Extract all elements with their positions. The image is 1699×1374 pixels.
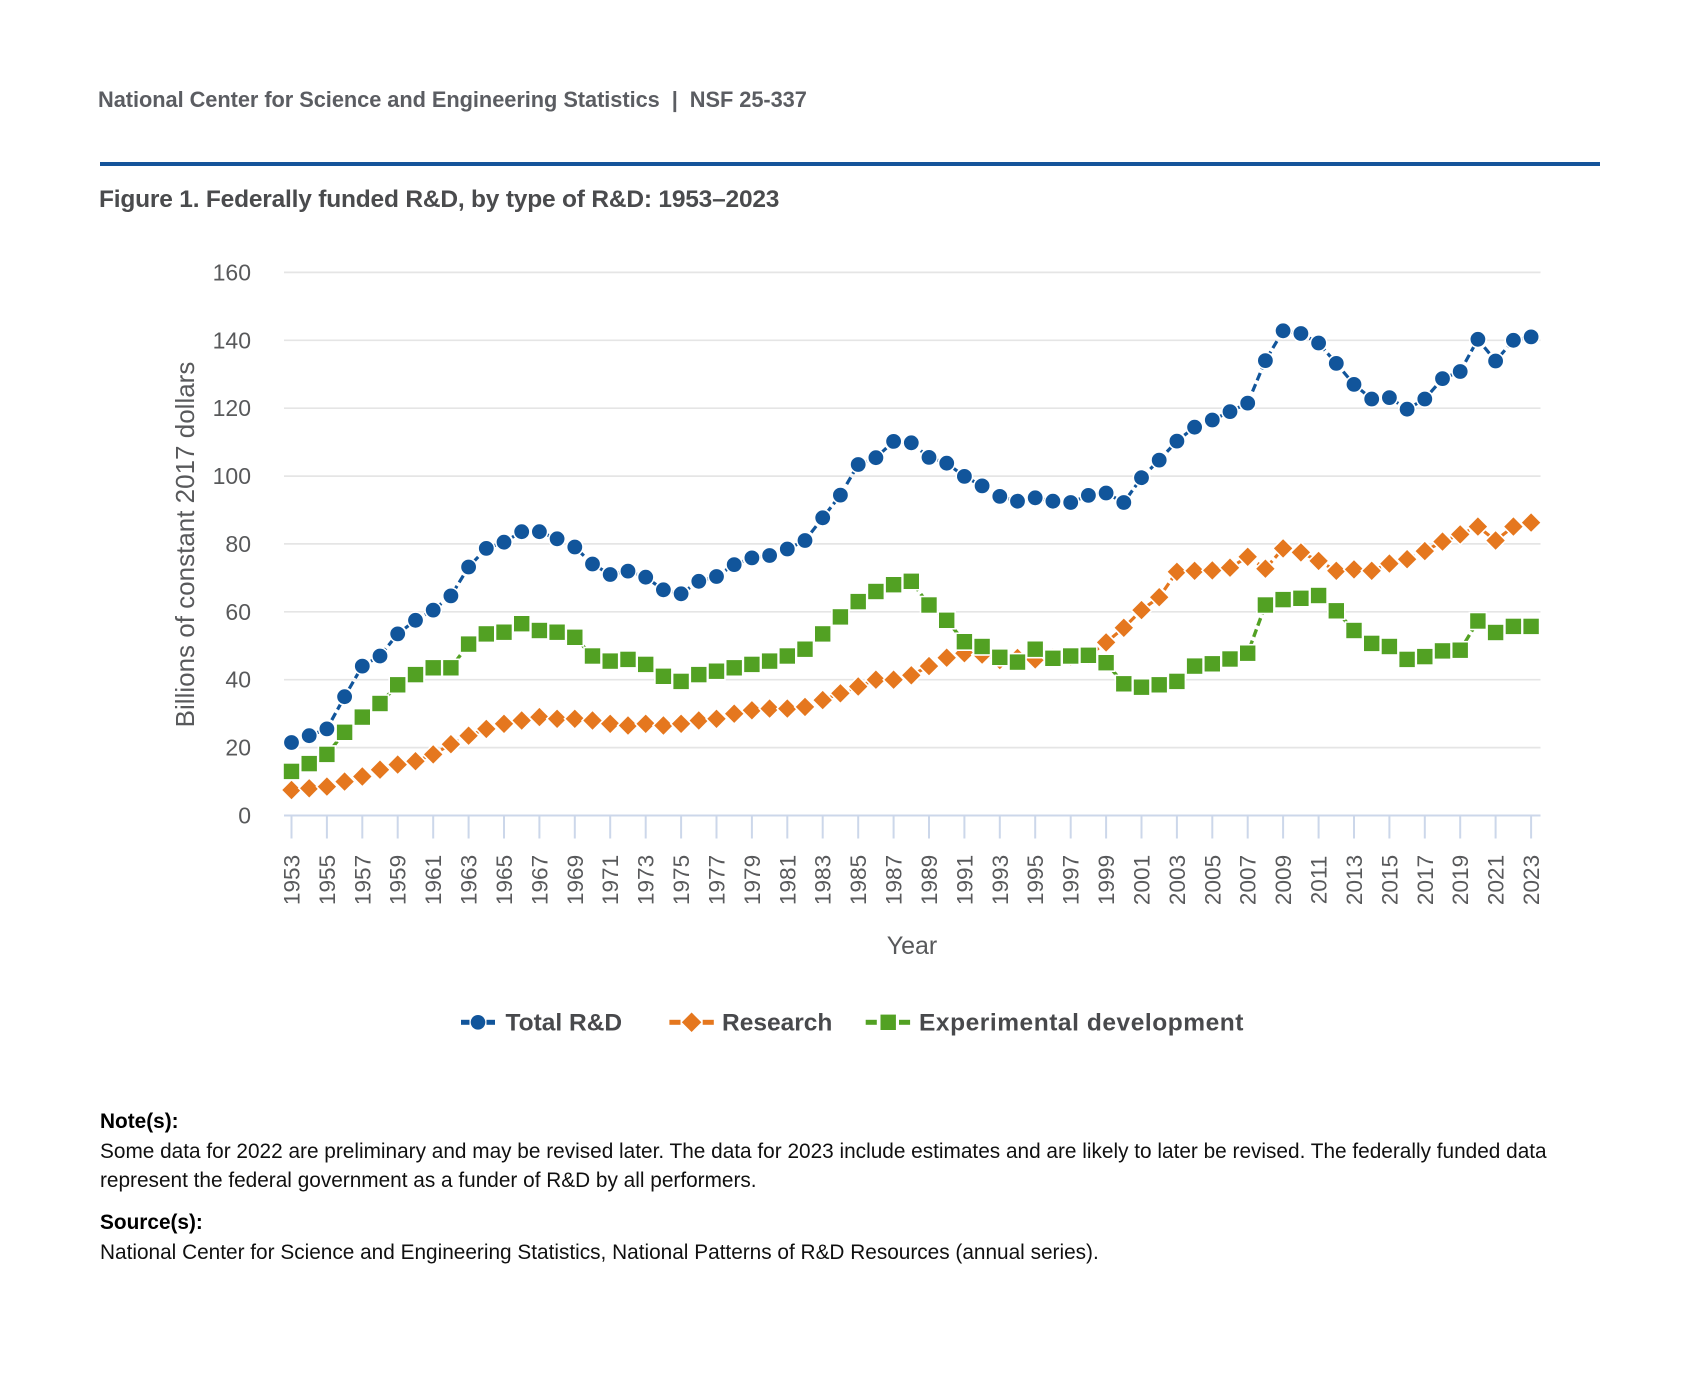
svg-text:80: 80	[225, 531, 251, 557]
svg-text:160: 160	[213, 259, 251, 285]
svg-text:1957: 1957	[350, 855, 375, 905]
svg-text:2013: 2013	[1342, 855, 1367, 905]
svg-text:1969: 1969	[563, 855, 588, 905]
svg-text:20: 20	[225, 735, 251, 761]
svg-text:2007: 2007	[1236, 855, 1261, 905]
svg-text:1999: 1999	[1094, 855, 1119, 905]
svg-text:100: 100	[213, 463, 251, 489]
svg-text:2019: 2019	[1448, 855, 1473, 905]
svg-text:1977: 1977	[705, 855, 730, 905]
svg-text:1965: 1965	[492, 855, 517, 905]
svg-text:1979: 1979	[740, 855, 765, 905]
svg-text:1993: 1993	[988, 855, 1013, 905]
svg-text:1973: 1973	[634, 855, 659, 905]
svg-text:2015: 2015	[1377, 855, 1402, 905]
svg-text:1953: 1953	[280, 855, 305, 905]
svg-text:2001: 2001	[1130, 855, 1155, 905]
svg-text:2021: 2021	[1484, 855, 1509, 905]
svg-text:2009: 2009	[1271, 855, 1296, 905]
svg-text:Experimental development: Experimental development	[919, 1010, 1244, 1037]
svg-text:1959: 1959	[386, 855, 411, 905]
svg-text:1955: 1955	[315, 855, 340, 905]
svg-text:Research: Research	[722, 1010, 832, 1037]
svg-text:1985: 1985	[846, 855, 871, 905]
svg-text:1971: 1971	[598, 855, 623, 905]
svg-text:Total R&D: Total R&D	[506, 1010, 623, 1037]
svg-text:Year: Year	[887, 932, 938, 960]
svg-text:Billions of constant 2017 doll: Billions of constant 2017 dollars	[170, 362, 200, 728]
svg-text:1961: 1961	[421, 855, 446, 905]
svg-text:60: 60	[225, 599, 251, 625]
svg-text:1967: 1967	[527, 855, 552, 905]
svg-text:0: 0	[238, 803, 251, 829]
svg-text:40: 40	[225, 667, 251, 693]
svg-text:1987: 1987	[882, 855, 907, 905]
svg-text:1963: 1963	[457, 855, 482, 905]
svg-text:140: 140	[213, 327, 251, 353]
svg-text:2011: 2011	[1307, 856, 1332, 905]
svg-text:120: 120	[213, 395, 251, 421]
svg-text:1983: 1983	[811, 855, 836, 905]
svg-text:2003: 2003	[1165, 855, 1190, 905]
svg-text:1991: 1991	[952, 855, 977, 905]
svg-text:1995: 1995	[1023, 855, 1048, 905]
svg-text:1975: 1975	[669, 855, 694, 905]
svg-text:2023: 2023	[1519, 855, 1544, 905]
svg-text:1989: 1989	[917, 855, 942, 905]
svg-text:2017: 2017	[1413, 855, 1438, 905]
svg-text:1997: 1997	[1059, 855, 1084, 905]
svg-text:1981: 1981	[775, 855, 800, 905]
svg-text:2005: 2005	[1200, 855, 1225, 905]
